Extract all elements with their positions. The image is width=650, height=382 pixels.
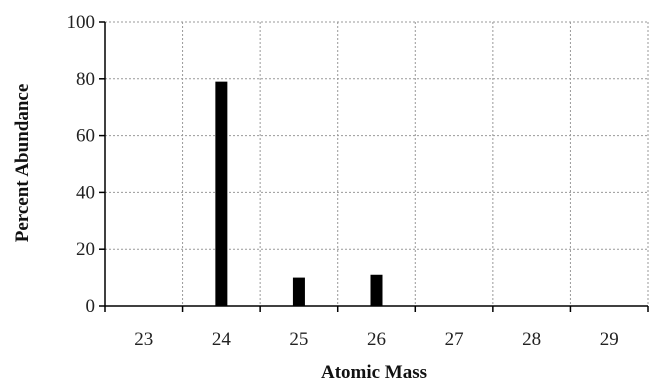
x-tick-label: 25: [289, 329, 308, 350]
y-tick-label: 40: [76, 182, 95, 203]
axes: [99, 21, 649, 312]
plot-bars: [215, 81, 383, 306]
x-tick-labels: 23 24 25 26 27 28 29: [134, 329, 618, 350]
y-tick-label: 0: [86, 296, 96, 317]
x-tick-label: 23: [134, 329, 153, 350]
y-axis-title: Percent Abundance: [12, 84, 33, 243]
y-tick-label: 60: [76, 126, 95, 147]
bar-25: [292, 277, 305, 306]
x-axis-title: Atomic Mass: [321, 362, 427, 382]
x-tick-label: 27: [445, 329, 464, 350]
x-tick-label: 26: [367, 329, 386, 350]
x-tick-label: 29: [600, 329, 619, 350]
x-tick-label: 28: [522, 329, 541, 350]
y-tick-label: 20: [76, 239, 95, 260]
x-tick-label: 24: [212, 329, 232, 350]
gridlines: [105, 21, 649, 306]
y-tick-label: 80: [76, 69, 95, 90]
y-tick-label: 100: [67, 12, 96, 33]
bar-26: [370, 274, 383, 306]
y-tick-labels: 0 20 40 60 80 100: [67, 12, 96, 317]
bar-24: [215, 81, 228, 306]
